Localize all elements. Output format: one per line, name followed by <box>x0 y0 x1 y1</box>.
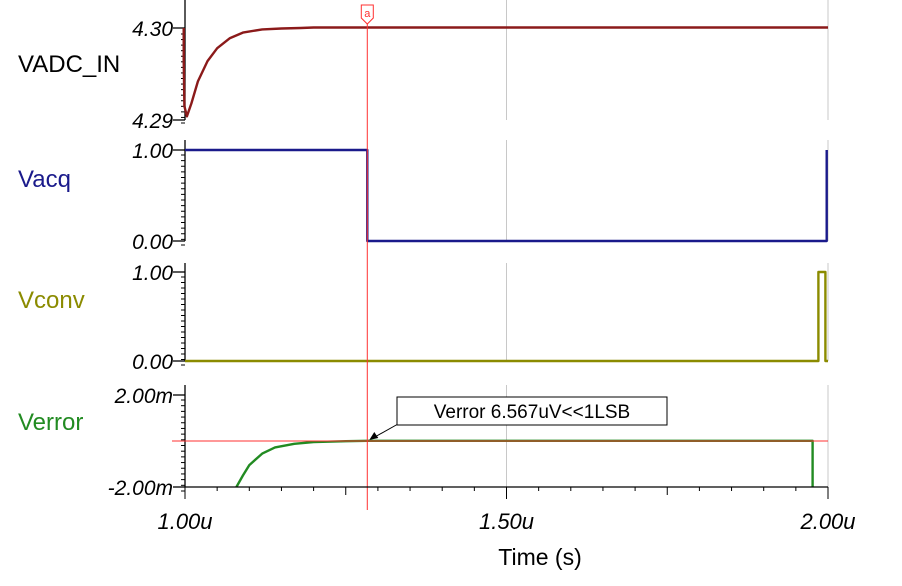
y-tick-label: 4.29 <box>132 110 173 133</box>
y-tick-label: 1.00 <box>132 262 173 285</box>
trace-vconv <box>185 270 828 363</box>
y-tick-label: -2.00m <box>108 477 173 500</box>
y-tick-label: 2.00m <box>114 385 173 408</box>
annotation-box <box>396 396 668 426</box>
annotation-layer: Verror 6.567uV<<1LSB <box>369 396 668 440</box>
series-label-vacq: Vacq <box>18 166 71 193</box>
annotation-arrowhead <box>369 432 379 440</box>
y-tick-label: 0.00 <box>132 231 173 254</box>
trace-vadc-in <box>182 26 828 118</box>
y-tick-label: 1.00 <box>132 140 173 163</box>
x-axis: 1.00u 1.50u 2.00u Time (s) <box>157 486 856 570</box>
cursor-label: a <box>364 8 371 20</box>
x-tick-label: 2.00u <box>799 509 855 534</box>
series-label-verror: Verror <box>18 409 83 436</box>
cursor-flag <box>360 4 374 25</box>
trace-vacq <box>185 148 828 243</box>
cursor-layer[interactable]: a <box>172 4 828 510</box>
series-label-vadc-in: VADC_IN <box>18 51 120 78</box>
trace-verror <box>235 439 814 488</box>
y-tick-label: 4.30 <box>132 18 173 41</box>
y-tick-label: 0.00 <box>132 351 173 374</box>
annotation-text: Verror 6.567uV<<1LSB <box>434 402 630 423</box>
plot-panels: 4.30 4.29 VADC_IN 1.00 0.00 Vacq 1.00 0.00 Vconv… <box>18 0 829 500</box>
x-tick-label: 1.00u <box>157 509 212 534</box>
x-tick-label: 1.50u <box>479 509 534 534</box>
series-label-vconv: Vconv <box>18 287 85 314</box>
x-axis-title: Time (s) <box>498 544 581 570</box>
